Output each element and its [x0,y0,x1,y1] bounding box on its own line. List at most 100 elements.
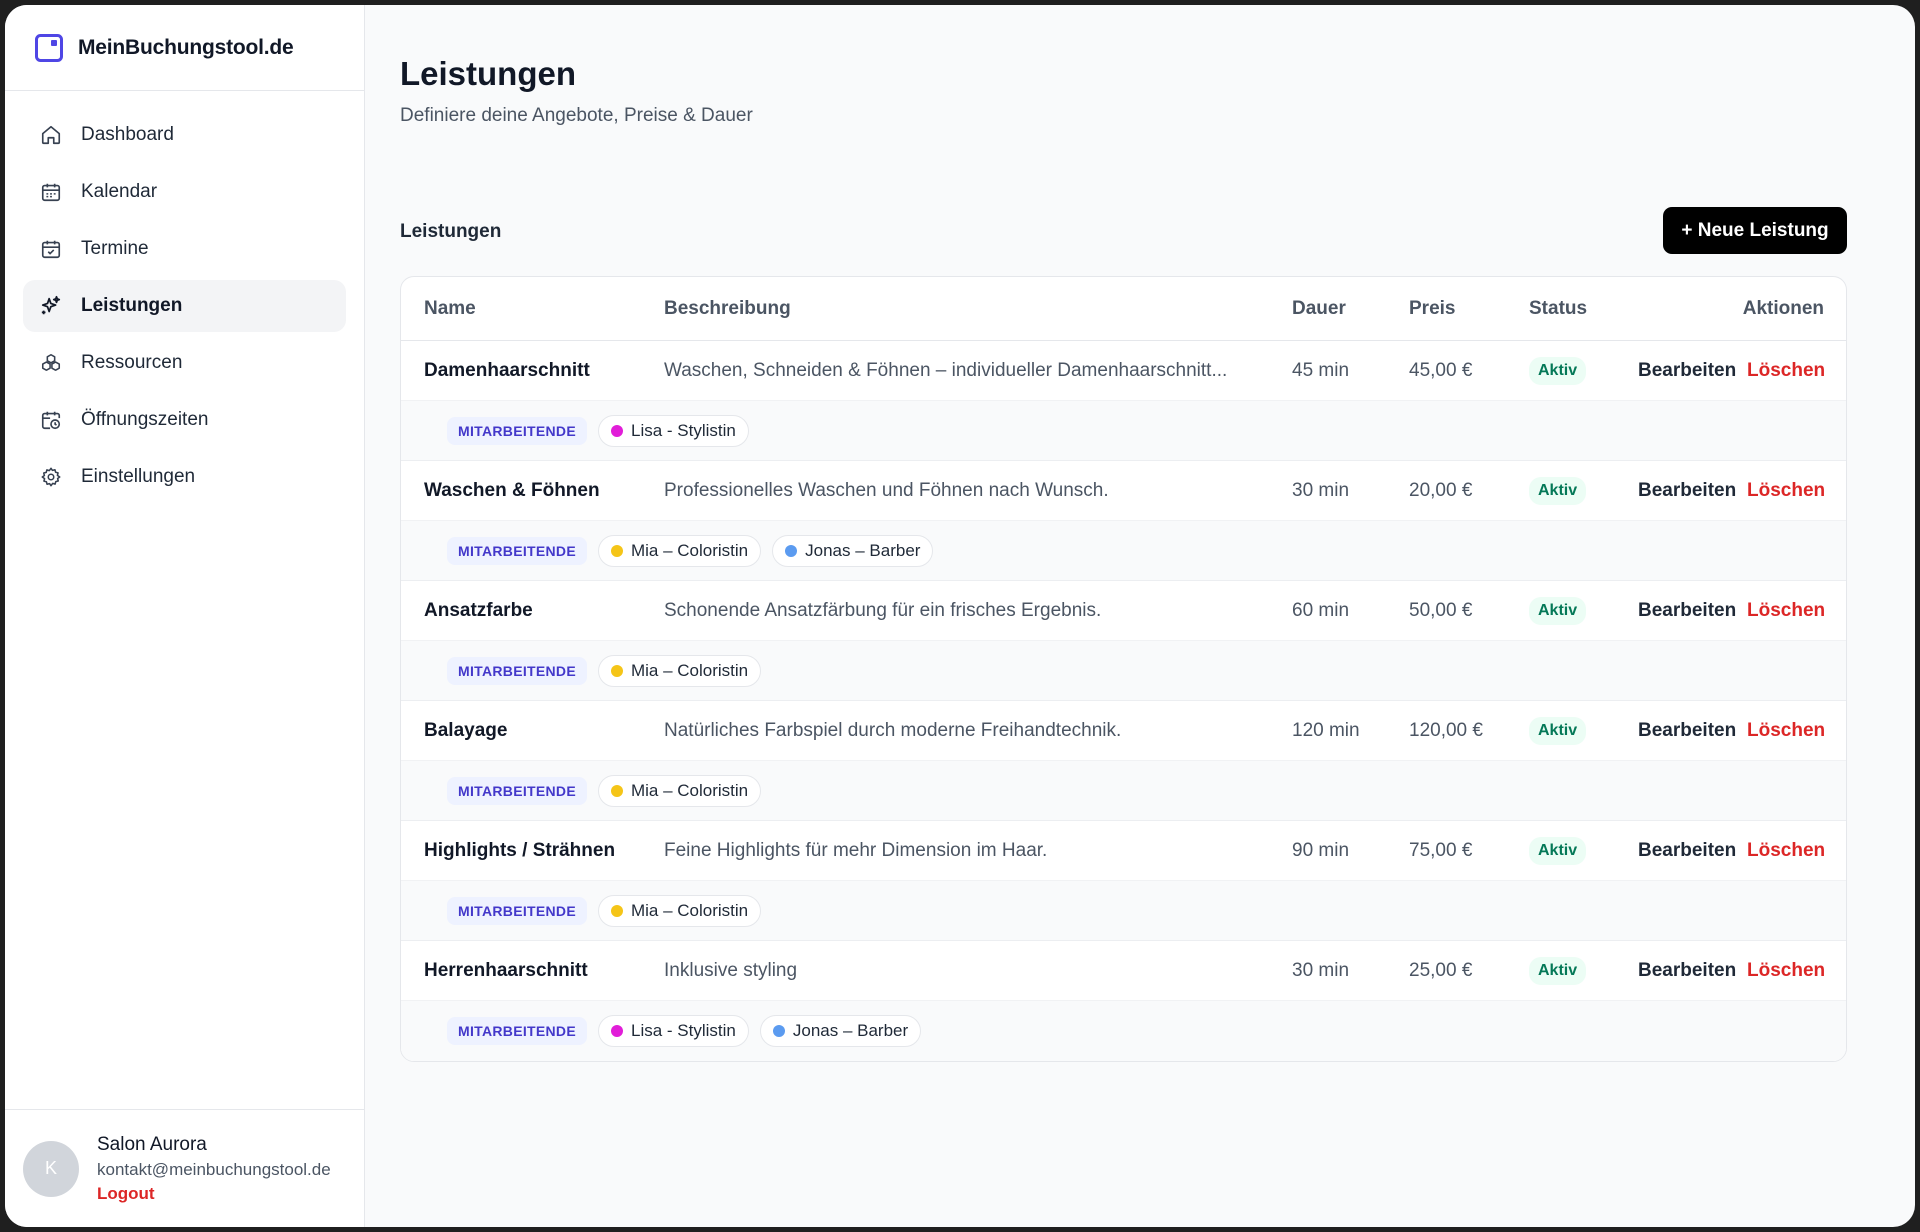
table-row[interactable]: Ansatzfarbe Schonende Ansatzfärbung für … [401,581,1846,641]
service-duration: 30 min [1292,479,1350,501]
sidebar-item-termine[interactable]: Termine [23,223,346,275]
sidebar-item-kalendar[interactable]: Kalendar [23,166,346,218]
home-icon [39,123,63,147]
service-name: Damenhaarschnitt [424,359,590,381]
edit-button[interactable]: Bearbeiten [1638,719,1737,741]
sidebar-nav: Dashboard Kalendar Termine Leistungen [5,91,364,503]
staff-chip[interactable]: Jonas – Barber [772,534,934,567]
staff-color-dot [610,1025,623,1037]
staff-name: Mia – Coloristin [630,540,749,560]
status-badge: Aktiv [1529,956,1587,985]
table-row[interactable]: Highlights / Strähnen Feine Highlights f… [401,821,1846,881]
service-duration: 120 min [1292,719,1360,741]
delete-button[interactable]: Löschen [1747,479,1826,501]
page-subtitle: Definiere deine Angebote, Preise & Dauer [400,105,753,126]
staff-chip[interactable]: Mia – Coloristin [597,654,762,687]
logout-link[interactable]: Logout [97,1183,155,1203]
edit-button[interactable]: Bearbeiten [1638,359,1737,381]
staff-name: Mia – Coloristin [630,900,749,920]
header-duration[interactable]: Dauer [1292,297,1346,319]
calendar-clock-icon [39,408,63,432]
delete-button[interactable]: Löschen [1747,959,1826,981]
staff-chip[interactable]: Mia – Coloristin [597,774,762,807]
status-badge: Aktiv [1529,356,1587,385]
edit-button[interactable]: Bearbeiten [1638,839,1737,861]
status-badge: Aktiv [1529,836,1587,865]
sidebar-item-leistungen[interactable]: Leistungen [23,280,346,332]
table-row[interactable]: Damenhaarschnitt Waschen, Schneiden & Fö… [401,341,1846,401]
staff-row: MITARBEITENDE Mia – Coloristin [401,641,1846,701]
delete-button[interactable]: Löschen [1747,359,1826,381]
staff-label: MITARBEITENDE [447,1017,587,1045]
staff-label: MITARBEITENDE [447,536,587,565]
delete-button[interactable]: Löschen [1747,839,1826,861]
status-badge: Aktiv [1529,596,1587,625]
staff-row: MITARBEITENDE Mia – Coloristin [401,761,1846,821]
service-duration: 90 min [1292,839,1350,861]
edit-button[interactable]: Bearbeiten [1638,959,1737,981]
service-name: Waschen & Föhnen [424,479,600,501]
delete-button[interactable]: Löschen [1747,719,1826,741]
staff-chip[interactable]: Mia – Coloristin [597,894,762,927]
service-description: Inklusive styling [664,959,798,981]
table-row[interactable]: Waschen & Föhnen Professionelles Waschen… [401,461,1846,521]
service-duration: 60 min [1292,599,1350,621]
header-actions: Aktionen [1742,297,1824,319]
app-window: MeinBuchungstool.de Dashboard Kalendar T… [5,5,1915,1227]
brand[interactable]: MeinBuchungstool.de [5,5,364,91]
sidebar-item-oeffnungszeiten[interactable]: Öffnungszeiten [23,394,346,446]
services-table: Name Beschreibung Dauer Preis Status Akt… [400,276,1847,1062]
gear-icon [39,465,63,489]
sidebar: MeinBuchungstool.de Dashboard Kalendar T… [5,5,365,1227]
delete-button[interactable]: Löschen [1747,599,1826,621]
service-price: 120,00 € [1409,719,1483,741]
new-service-button[interactable]: + Neue Leistung [1663,207,1847,254]
service-description: Schonende Ansatzfärbung für ein frisches… [664,599,1102,621]
service-price: 75,00 € [1409,839,1473,861]
service-name: Herrenhaarschnitt [424,959,588,981]
header-name[interactable]: Name [424,297,476,319]
header-status[interactable]: Status [1529,297,1588,319]
service-duration: 30 min [1292,959,1350,981]
sidebar-item-einstellungen[interactable]: Einstellungen [23,451,346,503]
sparkles-icon [39,294,63,318]
sidebar-item-label: Ressourcen [81,352,183,373]
staff-name: Jonas – Barber [792,1021,909,1040]
table-row[interactable]: Herrenhaarschnitt Inklusive styling 30 m… [401,941,1846,1001]
header-description[interactable]: Beschreibung [664,297,791,319]
sidebar-item-label: Dashboard [81,124,174,145]
service-description: Waschen, Schneiden & Föhnen – individuel… [664,359,1228,381]
sidebar-item-dashboard[interactable]: Dashboard [23,109,346,161]
sidebar-item-label: Einstellungen [81,466,196,487]
user-name: Salon Aurora [97,1133,207,1155]
staff-chip[interactable]: Jonas – Barber [759,1015,922,1047]
sidebar-item-label: Kalendar [81,181,158,202]
service-price: 25,00 € [1409,959,1473,981]
service-name: Highlights / Strähnen [424,839,616,861]
staff-chip[interactable]: Lisa - Stylistin [597,414,749,447]
staff-chip[interactable]: Mia – Coloristin [597,534,762,567]
edit-button[interactable]: Bearbeiten [1638,479,1737,501]
staff-color-dot [610,664,623,677]
sidebar-item-ressourcen[interactable]: Ressourcen [23,337,346,389]
service-price: 50,00 € [1409,599,1473,621]
staff-color-dot [772,1025,785,1037]
avatar[interactable]: K [23,1140,79,1197]
staff-label: MITARBEITENDE [447,656,587,685]
boxes-icon [39,351,63,375]
main-content: Leistungen Definiere deine Angebote, Pre… [365,5,1915,1227]
staff-color-dot [610,424,623,437]
staff-row: MITARBEITENDE Lisa - Stylistin Jonas – B… [401,1001,1846,1061]
sidebar-item-label: Termine [81,238,149,259]
staff-name: Jonas – Barber [805,540,921,560]
header-price[interactable]: Preis [1409,297,1456,319]
edit-button[interactable]: Bearbeiten [1638,599,1737,621]
service-description: Feine Highlights für mehr Dimension im H… [664,839,1048,861]
sidebar-item-label: Leistungen [81,295,183,316]
user-email: kontakt@meinbuchungstool.de [97,1159,331,1179]
table-row[interactable]: Balayage Natürliches Farbspiel durch mod… [401,701,1846,761]
staff-chip[interactable]: Lisa - Stylistin [597,1015,749,1047]
staff-label: MITARBEITENDE [447,896,587,925]
status-badge: Aktiv [1529,716,1587,745]
service-description: Professionelles Waschen und Föhnen nach … [664,479,1109,501]
